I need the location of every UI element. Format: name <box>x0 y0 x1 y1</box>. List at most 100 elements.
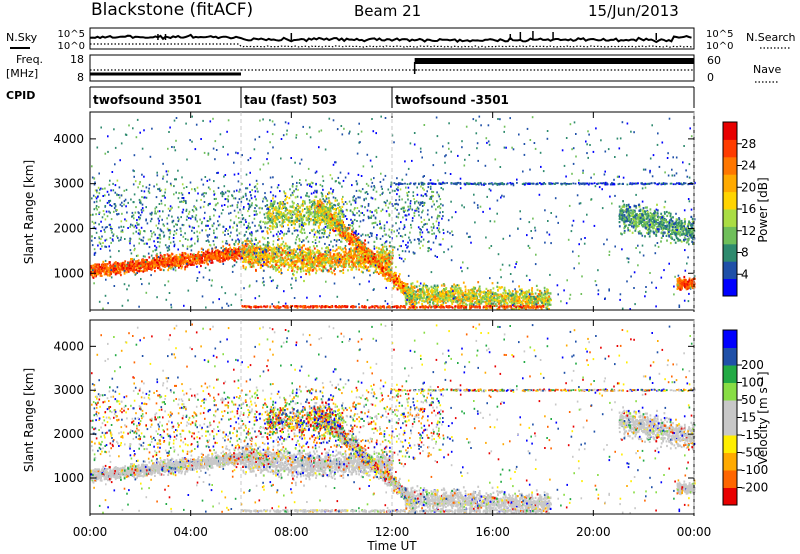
power-cell <box>201 248 203 250</box>
power-cell <box>374 253 376 255</box>
power-cell <box>185 253 187 255</box>
power-cell <box>193 264 195 266</box>
power-cell <box>544 295 546 297</box>
power-cell <box>548 296 550 298</box>
power-cell <box>291 270 293 272</box>
power-cell <box>343 264 345 266</box>
power-cell <box>298 267 300 269</box>
power-cell <box>511 295 513 297</box>
power-cell <box>492 282 494 284</box>
power-cell <box>313 252 315 254</box>
power-cell <box>253 262 255 264</box>
power-cell <box>156 264 158 266</box>
power-cell <box>366 251 368 253</box>
power-cell <box>372 263 374 265</box>
power-cell <box>222 257 224 259</box>
power-cell <box>282 263 284 265</box>
power-cell <box>517 300 519 302</box>
power-cell <box>154 263 156 265</box>
power-cell <box>347 257 349 259</box>
power-cell <box>318 250 320 252</box>
power-cell <box>507 293 509 295</box>
power-cell <box>331 266 333 268</box>
power-cell <box>386 254 388 256</box>
power-cell <box>257 259 259 261</box>
power-cell <box>512 302 514 304</box>
power-cell <box>206 255 208 257</box>
power-cell <box>309 273 311 275</box>
power-cell <box>248 245 250 247</box>
noise-tick-top-left: 10^5 <box>58 29 85 40</box>
power-cell <box>154 259 156 261</box>
power-cell <box>249 256 251 258</box>
power-cell <box>248 249 250 251</box>
power-cell <box>441 284 443 286</box>
power-cell <box>135 264 137 266</box>
power-cell <box>321 262 323 264</box>
power-cell <box>358 242 360 244</box>
power-cell <box>269 256 271 258</box>
power-cell <box>199 261 201 263</box>
power-cell <box>426 291 428 293</box>
power-cell <box>377 263 379 265</box>
power-cell <box>543 299 545 301</box>
power-cell <box>395 282 397 284</box>
power-cell <box>410 290 412 292</box>
power-cell <box>319 265 321 267</box>
power-cell <box>264 238 266 240</box>
power-cell <box>288 266 290 268</box>
power-cell <box>370 258 372 260</box>
power-cell <box>121 264 123 266</box>
power-cell <box>316 245 318 247</box>
power-cell <box>317 265 319 267</box>
power-cell <box>550 292 552 294</box>
power-cell <box>370 252 372 254</box>
power-cell <box>278 255 280 257</box>
power-cell <box>498 303 500 305</box>
power-cell <box>294 264 296 266</box>
power-cell <box>508 289 510 291</box>
power-cell <box>470 300 472 302</box>
power-cell <box>316 270 318 272</box>
power-cell <box>493 287 495 289</box>
power-cell <box>364 239 366 241</box>
power-cell <box>109 267 111 269</box>
power-cell <box>99 266 101 268</box>
power-cell <box>437 299 439 301</box>
nave-label: Nave <box>753 63 781 76</box>
power-cell <box>382 256 384 258</box>
nave-tick-top: 60 <box>707 54 721 67</box>
power-cell <box>500 287 502 289</box>
power-cell <box>483 291 485 293</box>
power-cell <box>299 240 301 242</box>
power-cell <box>393 279 395 281</box>
power-cell <box>251 247 253 249</box>
power-cell <box>266 253 268 255</box>
power-cell <box>473 295 475 297</box>
power-cell <box>130 258 132 260</box>
power-cell <box>423 290 425 292</box>
power-cell <box>157 267 159 269</box>
power-cell <box>487 295 489 297</box>
power-cell <box>402 282 404 284</box>
power-cell <box>329 264 331 266</box>
power-cell <box>197 254 199 256</box>
power-cell <box>271 247 273 249</box>
power-cell <box>364 244 366 246</box>
power-cell <box>284 247 286 249</box>
power-cell <box>482 296 484 298</box>
power-cell <box>306 256 308 258</box>
power-cell <box>350 247 352 249</box>
power-cell <box>363 263 365 265</box>
power-cell <box>126 271 128 273</box>
date-label: 15/Jun/2013 <box>588 2 679 20</box>
power-cell <box>201 251 203 253</box>
power-cell <box>336 229 338 231</box>
power-cell <box>115 261 117 263</box>
power-cell <box>178 265 180 267</box>
power-cell <box>311 253 313 255</box>
power-cell <box>415 293 417 295</box>
power-cell <box>301 254 303 256</box>
power-cell <box>489 290 491 292</box>
power-cell <box>284 257 286 259</box>
